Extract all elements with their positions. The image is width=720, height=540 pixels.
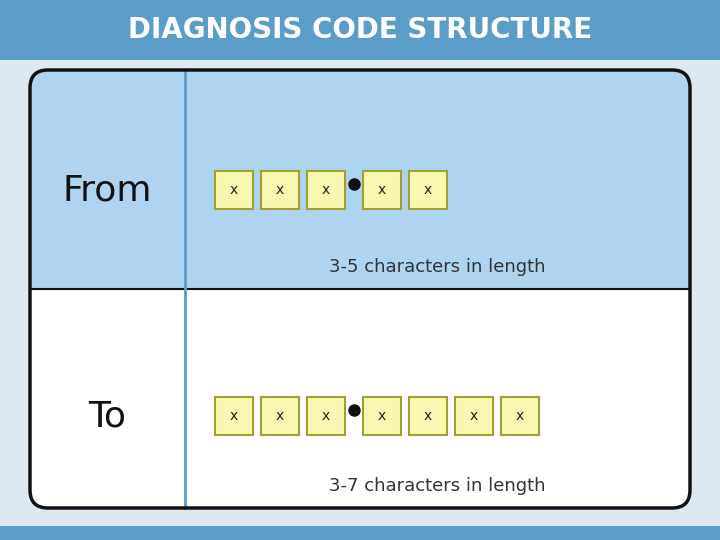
Bar <box>30 269 690 289</box>
Text: x: x <box>516 409 524 423</box>
Bar <box>30 289 690 309</box>
Text: To: To <box>89 399 127 433</box>
Bar <box>261 172 299 210</box>
Text: DIAGNOSIS CODE STRUCTURE: DIAGNOSIS CODE STRUCTURE <box>128 16 592 44</box>
Bar <box>409 172 447 210</box>
Text: x: x <box>424 409 432 423</box>
Text: x: x <box>424 184 432 198</box>
Text: x: x <box>378 409 386 423</box>
Bar <box>261 397 299 435</box>
Text: x: x <box>230 409 238 423</box>
Bar <box>307 397 345 435</box>
Bar <box>363 397 401 435</box>
Text: x: x <box>378 184 386 198</box>
Bar <box>215 397 253 435</box>
Text: x: x <box>470 409 478 423</box>
Text: x: x <box>322 409 330 423</box>
Text: x: x <box>276 409 284 423</box>
Bar <box>455 397 493 435</box>
Bar <box>409 397 447 435</box>
Bar <box>0 526 720 540</box>
Text: x: x <box>230 184 238 198</box>
Bar <box>0 0 720 60</box>
Bar <box>307 172 345 210</box>
Text: 3-7 characters in length: 3-7 characters in length <box>329 477 546 495</box>
Text: From: From <box>63 173 152 207</box>
FancyBboxPatch shape <box>30 70 690 289</box>
Text: x: x <box>276 184 284 198</box>
Bar <box>215 172 253 210</box>
Text: x: x <box>322 184 330 198</box>
Bar <box>501 397 539 435</box>
Bar <box>363 172 401 210</box>
Text: 3-5 characters in length: 3-5 characters in length <box>329 258 546 276</box>
FancyBboxPatch shape <box>30 289 690 508</box>
